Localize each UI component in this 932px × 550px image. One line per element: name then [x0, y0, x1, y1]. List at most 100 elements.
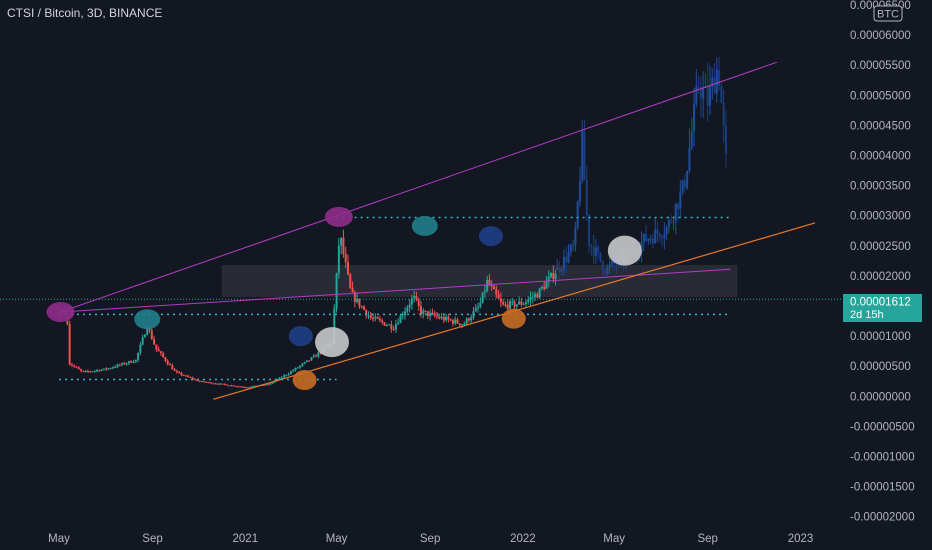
projection-candle-body — [569, 245, 572, 253]
x-tick-label: 2022 — [510, 533, 536, 545]
projection-candle-body — [578, 181, 581, 202]
candle-body — [150, 330, 153, 339]
projection-candle-body — [601, 261, 604, 271]
candle-body — [162, 353, 165, 358]
y-tick-label: 0.00000000 — [850, 391, 911, 403]
projection-candle-body — [597, 247, 600, 253]
purple-marker — [324, 206, 353, 227]
candle-body — [180, 372, 183, 375]
candle-body — [499, 298, 502, 303]
price-axis[interactable]: 0.000065000.000060000.000055000.00005000… — [850, 0, 915, 524]
candle-body — [490, 285, 493, 287]
candle-body — [502, 302, 505, 305]
time-axis[interactable]: May Sep 2021 May Sep 2022 May Sep 2023 — [48, 533, 813, 545]
candle-body — [159, 351, 162, 354]
candle-body — [187, 375, 190, 377]
y-tick-label: 0.00004000 — [850, 151, 911, 163]
projection-candle-body — [562, 256, 565, 270]
projection-candle-body — [706, 86, 709, 106]
candle-body — [132, 362, 135, 364]
currency-badge[interactable]: BTC — [873, 5, 903, 22]
navy-marker — [478, 226, 503, 247]
candle-body — [404, 311, 407, 316]
candle-body — [333, 308, 336, 344]
candle-body — [157, 349, 160, 352]
candle-body — [134, 359, 137, 363]
candle-body — [362, 306, 365, 310]
candle-body — [390, 324, 393, 329]
candle-body — [445, 316, 448, 321]
candle-body — [173, 369, 176, 371]
projection-candle-body — [711, 77, 714, 87]
projection-candle-body — [558, 267, 561, 272]
candle-body — [237, 386, 240, 388]
candle-body — [96, 370, 99, 372]
projection-candle-body — [642, 233, 645, 242]
candle-body — [388, 324, 391, 326]
candle-body — [442, 316, 445, 321]
candle-body — [116, 364, 119, 367]
candle-body — [522, 303, 525, 305]
candle-body — [461, 324, 464, 326]
projection-candle-body — [720, 85, 723, 103]
candle-body — [394, 324, 397, 330]
projection-candle-body — [656, 229, 659, 234]
projection-candle-body — [663, 234, 666, 239]
candle-body — [493, 286, 496, 290]
x-tick-label: Sep — [420, 533, 440, 545]
candle-body — [534, 294, 537, 298]
projection-candle-body — [672, 221, 675, 223]
projection-candle-body — [610, 261, 613, 265]
candle-body — [70, 364, 73, 366]
candle-body — [251, 386, 254, 388]
chart-title: CTSI / Bitcoin, 3D, BINANCE — [7, 6, 162, 20]
y-tick-label: 0.00005500 — [850, 60, 911, 72]
candle-body — [127, 361, 130, 364]
projection-candle-body — [608, 264, 611, 267]
candle-body — [342, 238, 345, 254]
candle-body — [401, 315, 404, 317]
candle-body — [358, 298, 361, 307]
teal-marker — [134, 309, 161, 330]
projection-candle-body — [690, 131, 693, 148]
candle-body — [543, 286, 546, 289]
projection-candle-body — [647, 239, 650, 242]
projection-candle-body — [588, 214, 591, 246]
candle-body — [114, 366, 117, 368]
candle-body — [221, 383, 224, 385]
candle-body — [374, 317, 377, 319]
x-tick-label: May — [48, 533, 70, 545]
candle-body — [68, 324, 71, 365]
candle-body — [486, 279, 489, 291]
candle-body — [296, 367, 299, 369]
candle-body — [451, 320, 454, 324]
purple-marker — [46, 302, 75, 323]
orange-marker — [292, 370, 317, 391]
candle-body — [253, 385, 256, 387]
candle-body — [301, 363, 304, 366]
candle-body — [308, 360, 311, 362]
candle-body — [399, 315, 402, 324]
candle-body — [196, 379, 199, 382]
candle-body — [216, 383, 219, 385]
candle-body — [271, 381, 274, 384]
candle-body — [283, 375, 286, 378]
x-tick-label: May — [603, 533, 625, 545]
candle-body — [547, 277, 550, 282]
projection-candle-body — [613, 261, 616, 264]
candle-body — [207, 382, 210, 384]
projection-candle-body — [661, 237, 664, 239]
last-price-badge: 0.00001612 2d 15h — [843, 294, 922, 322]
projection-candle-body — [581, 130, 584, 182]
candle-body — [200, 381, 203, 383]
range-box — [221, 265, 738, 297]
candle-body — [212, 383, 215, 385]
candle-body — [189, 376, 192, 378]
candle-body — [340, 238, 343, 246]
candle-body — [166, 360, 169, 365]
candle-body — [367, 315, 370, 317]
y-tick-label: 0.00003500 — [850, 181, 911, 193]
candle-body — [246, 387, 249, 389]
candle-body — [365, 309, 368, 316]
